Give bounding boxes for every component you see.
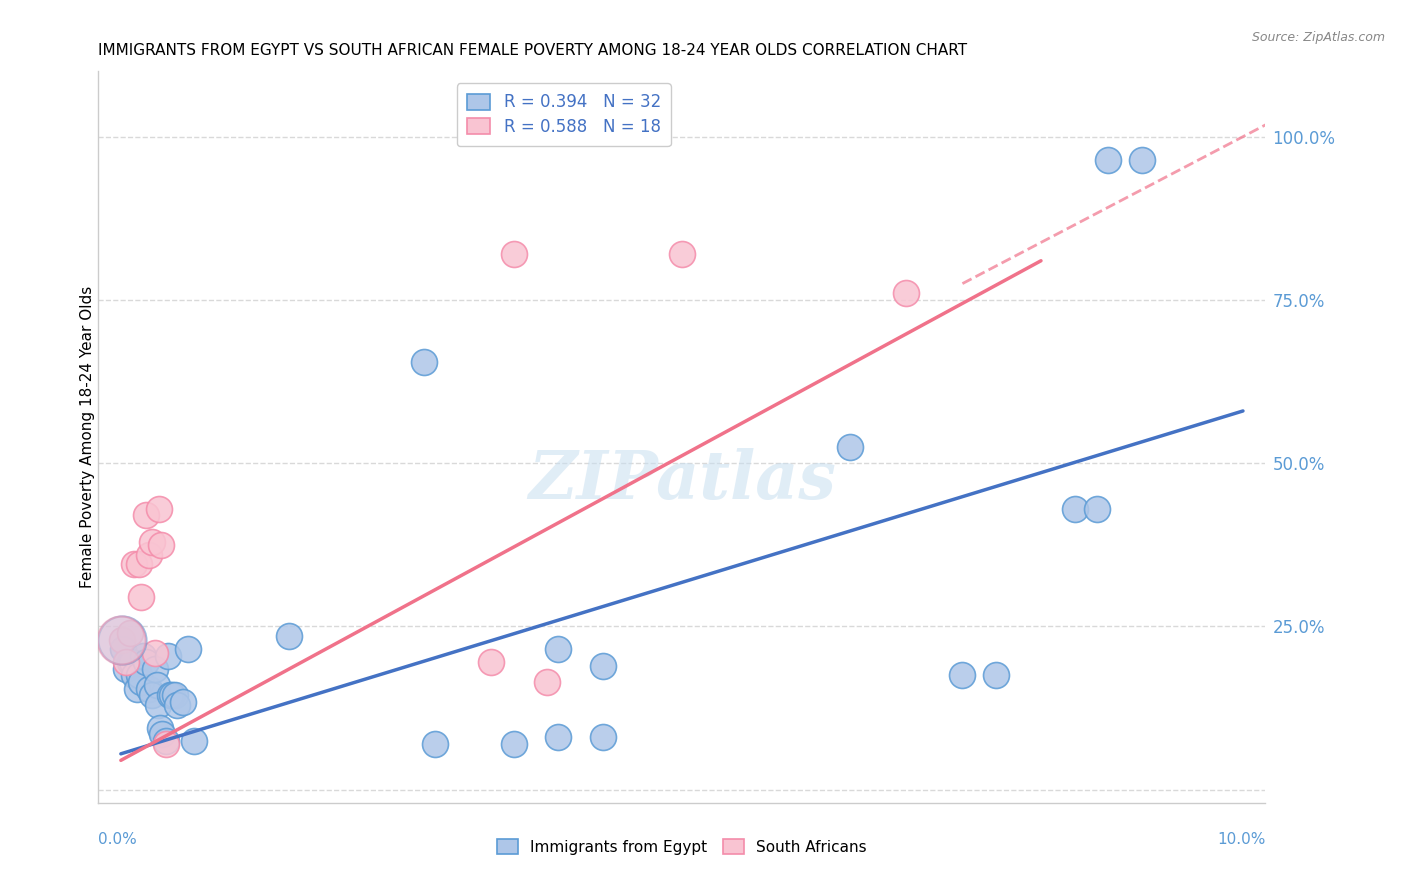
Point [896, 286, 918, 301]
Point [146, 678, 169, 692]
Text: IMMIGRANTS FROM EGYPT VS SOUTH AFRICAN FEMALE POVERTY AMONG 18-24 YEAR OLDS CORR: IMMIGRANTS FROM EGYPT VS SOUTH AFRICAN F… [98, 43, 967, 58]
Point [118, 626, 141, 640]
Point [111, 632, 134, 647]
Point [135, 656, 157, 670]
Point [150, 727, 173, 741]
Point [141, 534, 163, 549]
Text: 0.0%: 0.0% [98, 832, 138, 847]
Point [479, 656, 502, 670]
Point [128, 558, 150, 572]
Point [149, 721, 172, 735]
Point [172, 695, 194, 709]
Text: 10.0%: 10.0% [1218, 832, 1265, 847]
Point [146, 698, 169, 712]
Point [502, 247, 524, 261]
Point [159, 688, 181, 702]
Point [1130, 153, 1153, 167]
Point [141, 688, 163, 702]
Point [163, 688, 186, 702]
Point [129, 675, 152, 690]
Point [278, 629, 301, 643]
Point [984, 668, 1007, 682]
Point [118, 656, 141, 670]
Point [128, 668, 150, 682]
Point [162, 688, 184, 702]
Point [124, 668, 146, 682]
Point [1097, 153, 1119, 167]
Point [124, 558, 146, 572]
Text: Source: ZipAtlas.com: Source: ZipAtlas.com [1251, 31, 1385, 45]
Point [143, 662, 166, 676]
Point [412, 355, 434, 369]
Point [138, 681, 160, 696]
Y-axis label: Female Poverty Among 18-24 Year Olds: Female Poverty Among 18-24 Year Olds [80, 286, 94, 588]
Point [148, 502, 170, 516]
Point [125, 681, 148, 696]
Point [155, 733, 177, 747]
Point [135, 508, 157, 523]
Point [155, 737, 177, 751]
Point [1085, 502, 1108, 516]
Point [129, 590, 152, 604]
Point [547, 731, 569, 745]
Point [177, 642, 200, 657]
Point [121, 656, 143, 670]
Point [156, 648, 179, 663]
Point [1063, 502, 1085, 516]
Point [115, 656, 138, 670]
Point [112, 642, 135, 657]
Point [536, 675, 558, 690]
Point [502, 737, 524, 751]
Point [547, 642, 569, 657]
Text: ZIPatlas: ZIPatlas [529, 449, 835, 514]
Point [111, 632, 134, 647]
Point [592, 731, 614, 745]
Point [132, 648, 155, 663]
Legend: Immigrants from Egypt, South Africans: Immigrants from Egypt, South Africans [491, 833, 873, 861]
Point [150, 538, 173, 552]
Point [839, 440, 862, 454]
Point [183, 733, 205, 747]
Point [592, 658, 614, 673]
Point [143, 646, 166, 660]
Point [952, 668, 974, 682]
Point [138, 548, 160, 562]
Point [423, 737, 446, 751]
Point [115, 662, 138, 676]
Point [110, 632, 132, 647]
Point [166, 698, 188, 712]
Point [671, 247, 693, 261]
